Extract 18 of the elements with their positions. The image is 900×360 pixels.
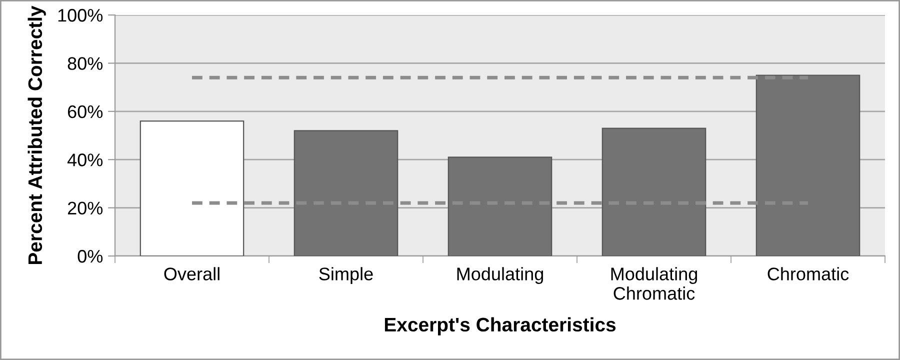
bar: [294, 130, 398, 256]
x-tick-label: Simple: [319, 267, 373, 284]
y-tick-label: 20%: [68, 202, 103, 215]
bar: [448, 156, 552, 256]
y-tick-label: 80%: [68, 57, 103, 70]
y-axis-title: Percent Attributed Correctly: [28, 6, 46, 264]
y-tick-label: 0%: [78, 250, 103, 263]
x-axis-title: Excerpt's Characteristics: [384, 317, 616, 336]
x-tick-label: Modulating Chromatic: [611, 267, 698, 300]
bar: [140, 120, 244, 256]
bar: [756, 74, 860, 256]
bar: [602, 128, 706, 256]
x-tick-label: Modulating: [457, 267, 544, 284]
x-tick-label: Overall: [164, 267, 220, 280]
x-tick-label: Chromatic: [768, 267, 849, 280]
y-tick-label: 40%: [67, 154, 103, 166]
y-tick-label: 60%: [68, 105, 103, 118]
y-tick-label: 100%: [58, 8, 103, 22]
